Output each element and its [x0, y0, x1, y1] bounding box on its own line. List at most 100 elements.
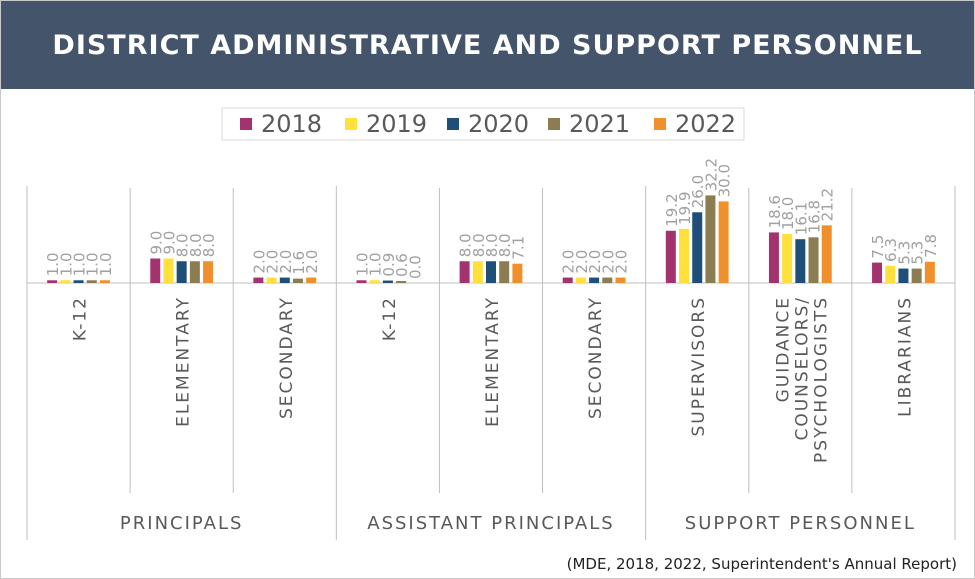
bar [821, 225, 832, 283]
data-label: 8.0 [496, 233, 514, 257]
data-label: 1.0 [353, 252, 371, 276]
data-label: 2.0 [599, 250, 617, 274]
bar [163, 258, 174, 283]
legend-label-2022: 2022 [675, 110, 736, 138]
bar [292, 278, 303, 283]
data-label: 16.8 [806, 200, 824, 233]
bar [795, 239, 806, 283]
bar [924, 261, 935, 283]
bar [885, 265, 896, 283]
bar [266, 277, 277, 283]
data-label: 21.2 [819, 188, 837, 221]
data-label: 30.0 [716, 164, 734, 197]
category-label: COUNSELORS/ [792, 296, 812, 441]
data-label: 9.0 [160, 231, 178, 255]
data-label: 1.0 [84, 252, 102, 276]
data-label: 8.0 [483, 233, 501, 257]
bar [459, 261, 470, 283]
bar [615, 277, 626, 283]
category-label: ELEMENTARY [483, 296, 503, 427]
legend-label-2021: 2021 [569, 110, 630, 138]
bar [150, 258, 161, 283]
data-label: 8.0 [187, 233, 205, 257]
source-caption: (MDE, 2018, 2022, Superintendent's Annua… [566, 555, 957, 573]
bar [911, 268, 922, 283]
bar [602, 277, 613, 283]
data-label: 5.3 [909, 241, 927, 265]
legend-swatch-2020 [447, 118, 459, 130]
data-label: 2.0 [277, 250, 295, 274]
legend-label-2018: 2018 [261, 110, 322, 138]
data-label: 2.0 [250, 250, 268, 274]
data-label: 7.1 [509, 236, 527, 260]
data-label: 7.8 [922, 234, 940, 258]
data-label: 2.0 [560, 250, 578, 274]
data-label: 18.6 [766, 195, 784, 228]
bar [486, 261, 496, 283]
bar [47, 280, 58, 283]
data-label: 1.0 [71, 252, 89, 276]
data-label: 2.0 [573, 250, 591, 274]
category-label: GUIDANCE [773, 296, 793, 402]
data-label: 16.1 [792, 202, 810, 235]
category-label: SECONDARY [277, 296, 297, 419]
bar [382, 280, 393, 283]
data-label: 26.0 [689, 175, 707, 208]
data-label: 0.9 [380, 253, 398, 277]
group-label: ASSISTANT PRINCIPALS [367, 513, 614, 534]
data-label: 19.2 [663, 193, 681, 226]
data-label: 9.0 [147, 231, 165, 255]
legend-label-2019: 2019 [366, 110, 427, 138]
chart-title: DISTRICT ADMINISTRATIVE AND SUPPORT PERS… [52, 29, 923, 61]
bar [279, 277, 290, 283]
bar [189, 261, 200, 283]
data-label: 6.3 [882, 238, 900, 262]
category-label: SECONDARY [586, 296, 606, 419]
bar [782, 234, 793, 283]
bar [73, 280, 84, 283]
bar [705, 195, 716, 283]
data-label: 1.6 [290, 251, 308, 275]
category-label: SUPERVISORS [689, 296, 709, 437]
bar [575, 277, 586, 283]
bar [396, 281, 407, 283]
bar [679, 228, 690, 283]
bar [369, 280, 380, 283]
bar [872, 262, 883, 283]
data-label: 0.0 [406, 255, 424, 279]
bar [512, 263, 523, 283]
data-label: 19.9 [676, 191, 694, 224]
data-label: 2.0 [303, 250, 321, 274]
data-label: 1.0 [44, 252, 62, 276]
bar [898, 268, 909, 283]
bar [306, 277, 317, 283]
data-label: 1.0 [57, 252, 75, 276]
data-label: 1.0 [97, 252, 115, 276]
bar [808, 237, 819, 283]
bar [665, 230, 676, 283]
category-label: PSYCHOLOGISTS [811, 296, 831, 463]
data-label: 8.0 [470, 233, 488, 257]
bar [356, 280, 367, 283]
legend-swatch-2018 [240, 118, 252, 130]
data-label: 7.5 [869, 235, 887, 259]
data-label: 32.2 [702, 158, 720, 191]
bar [692, 212, 703, 283]
data-label: 8.0 [457, 233, 475, 257]
data-label: 5.3 [895, 241, 913, 265]
bar [472, 261, 483, 283]
category-label: K-12 [380, 296, 400, 341]
data-label: 8.0 [174, 233, 192, 257]
bar [86, 280, 97, 283]
data-label: 8.0 [200, 233, 218, 257]
data-label: 2.0 [586, 250, 604, 274]
category-label: LIBRARIANS [895, 296, 915, 417]
group-label: PRINCIPALS [120, 513, 243, 534]
group-label: SUPPORT PERSONNEL [685, 513, 916, 534]
bar [176, 261, 187, 283]
data-label: 18.0 [779, 197, 797, 230]
bar [499, 261, 510, 283]
legend-swatch-2021 [548, 118, 560, 130]
legend-swatch-2022 [654, 118, 666, 130]
